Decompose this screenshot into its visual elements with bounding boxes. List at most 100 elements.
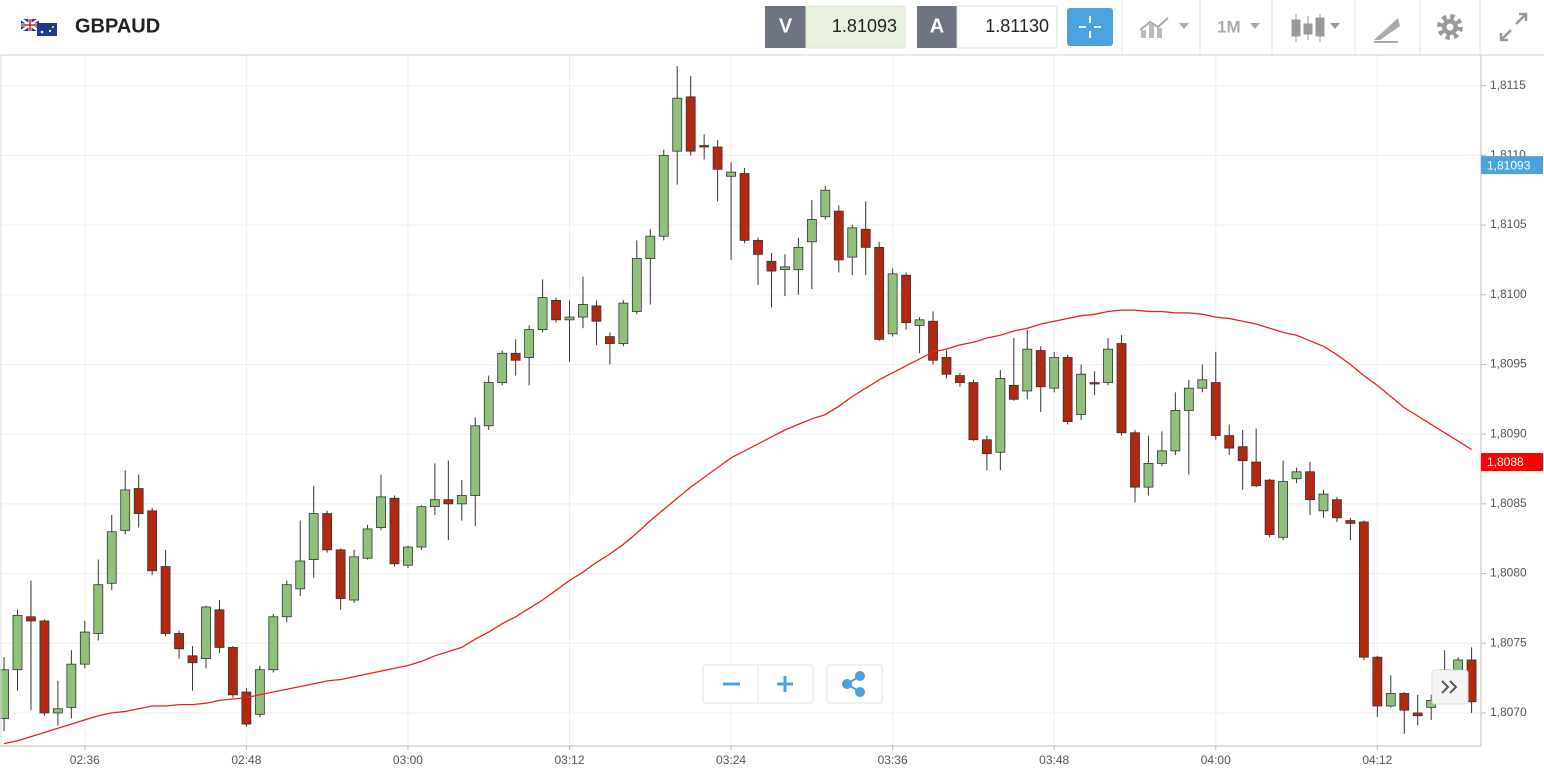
candle-body <box>497 352 508 383</box>
candle-body <box>295 560 306 590</box>
candle-body <box>739 173 750 241</box>
candle-body <box>685 96 696 152</box>
candle-body <box>591 305 602 322</box>
candle-body <box>228 647 238 696</box>
candle-body <box>1116 343 1127 434</box>
candle-body <box>1143 463 1154 488</box>
zoom-controls <box>702 664 883 704</box>
fullscreen-button[interactable] <box>1499 12 1528 42</box>
y-tick-label: 1,8090 <box>1490 426 1527 440</box>
sell-button[interactable] <box>765 6 806 48</box>
candle-body <box>860 228 871 248</box>
candle-body <box>672 97 683 152</box>
candle-body <box>147 510 158 572</box>
buy-button[interactable] <box>917 6 957 48</box>
y-tick-label: 1,8115 <box>1490 78 1526 92</box>
candle-body <box>120 489 131 531</box>
candle-body <box>901 274 912 324</box>
settings-button[interactable] <box>1437 14 1463 40</box>
candle-body <box>1399 693 1410 711</box>
candle-body <box>631 258 642 312</box>
candle-body <box>1170 410 1181 452</box>
x-tick-label: 02:48 <box>231 753 261 767</box>
candle-body <box>1103 348 1113 383</box>
candle-body <box>133 488 144 515</box>
x-tick-label: 04:12 <box>1362 753 1392 767</box>
buy-price-box[interactable] <box>956 5 1058 49</box>
sell-price-box[interactable] <box>805 5 906 49</box>
candle-body <box>66 663 77 708</box>
scroll-right-button[interactable] <box>1431 669 1469 705</box>
candle-body <box>820 189 831 218</box>
candle-body <box>268 616 279 671</box>
candle-body <box>376 496 386 528</box>
candle-body <box>726 171 736 177</box>
candle-body <box>322 513 333 551</box>
candle-body <box>362 528 373 559</box>
candle-body <box>281 584 292 618</box>
y-tick-label: 1,8080 <box>1490 566 1527 580</box>
candle-body <box>456 495 467 505</box>
timeframe-button[interactable]: 1M <box>1217 17 1260 36</box>
indicator-button[interactable] <box>1139 17 1189 38</box>
candle-body <box>1130 432 1140 488</box>
share-icon <box>842 671 865 697</box>
candle-body <box>712 146 723 170</box>
candle-body <box>874 246 885 340</box>
candle-body <box>524 329 535 358</box>
share-button[interactable] <box>826 664 883 704</box>
candle-body <box>1251 461 1262 487</box>
zoom-in-button[interactable] <box>777 676 793 692</box>
candle-body <box>106 531 117 584</box>
candle-body <box>93 584 104 634</box>
plot-area <box>0 55 1481 745</box>
candle-body <box>645 235 656 259</box>
candle-body <box>551 299 561 321</box>
candle-body <box>1372 656 1383 707</box>
candle-body <box>578 304 588 318</box>
buy-label: A <box>930 15 944 37</box>
candle-body <box>429 499 440 508</box>
x-tick-label: 04:00 <box>1201 753 1231 767</box>
candle-body <box>389 497 400 565</box>
buy-price: 1.81130 <box>985 16 1049 36</box>
candle-body <box>1345 520 1356 524</box>
candle-body <box>618 302 629 344</box>
candle-body <box>241 691 252 725</box>
price-marker <box>1481 156 1543 175</box>
chart-type-button[interactable] <box>1291 14 1340 42</box>
y-tick-label: 1,8105 <box>1490 217 1527 231</box>
candle-body <box>1224 435 1235 449</box>
x-tick-label: 03:00 <box>393 753 423 767</box>
x-tick-label: 03:12 <box>554 753 584 767</box>
candle-body <box>308 513 319 561</box>
candle-body <box>79 631 90 665</box>
draw-button[interactable] <box>1374 18 1400 43</box>
crosshair-button[interactable] <box>1067 8 1113 46</box>
x-tick-label: 03:24 <box>716 753 746 767</box>
candle-body <box>793 246 804 271</box>
candle-body <box>1183 387 1194 411</box>
moving-average-line <box>3 309 1472 745</box>
candle-body <box>470 425 481 496</box>
candle-body <box>1062 357 1073 423</box>
price-marker-label: 1,81093 <box>1487 158 1531 172</box>
candle-body <box>981 439 992 455</box>
candle-body <box>1210 382 1221 436</box>
candle-body <box>174 633 184 650</box>
candle-body <box>1318 493 1329 512</box>
candle-body <box>766 260 777 272</box>
candle-body <box>201 606 211 659</box>
crosshair-icon <box>1079 16 1101 38</box>
y-tick-label: 1,8070 <box>1490 705 1527 719</box>
x-tick-label: 03:48 <box>1039 753 1069 767</box>
candle-body <box>833 210 844 261</box>
toolbar: GBPAUD V 1.81093 A 1.81130 1M <box>0 0 1544 56</box>
candle-body <box>214 609 225 648</box>
candle-body <box>1022 348 1033 392</box>
candle-body <box>443 499 454 505</box>
candle-body <box>564 316 575 321</box>
x-tick-label: 03:36 <box>878 753 908 767</box>
candle-body <box>1237 446 1248 462</box>
